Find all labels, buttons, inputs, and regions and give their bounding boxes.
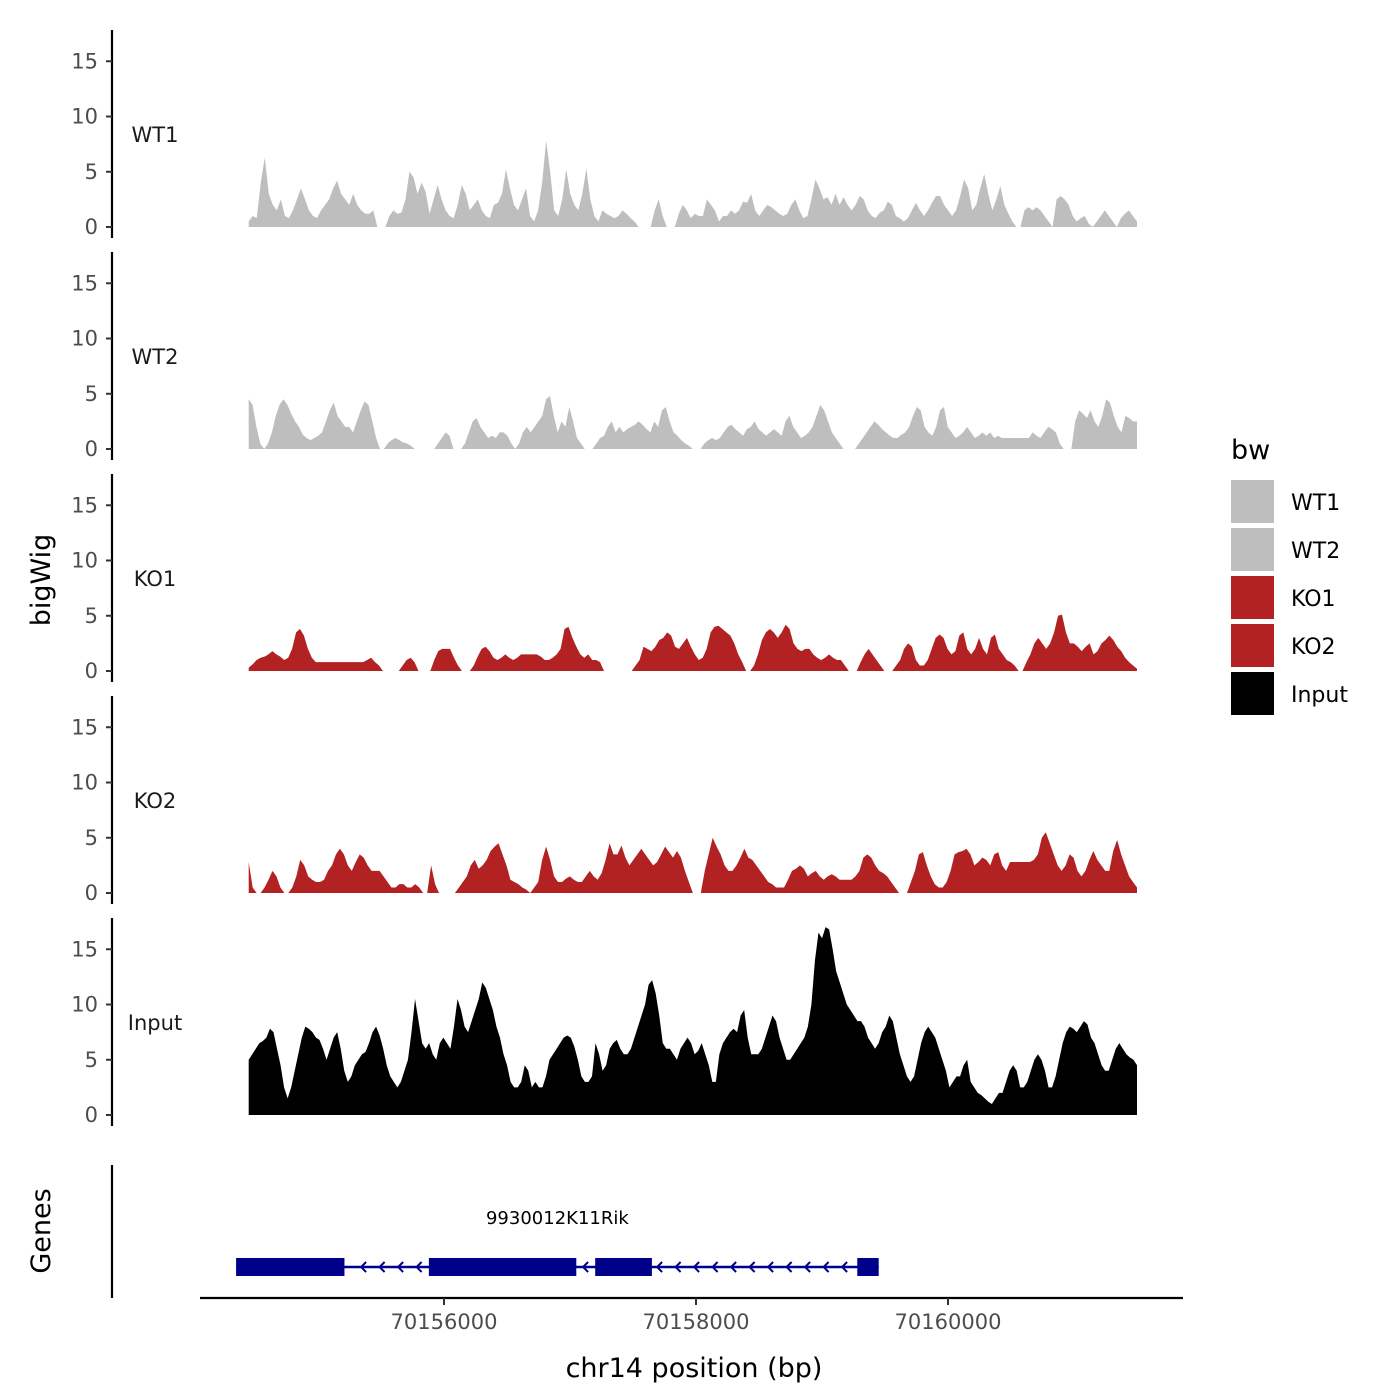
- track-panel-ko1: 0 5 10 15 KO1: [71, 474, 1137, 683]
- legend-label-ko2: KO2: [1291, 635, 1336, 660]
- x-tick-label: 70156000: [391, 1310, 498, 1334]
- y-tick-label: 15: [71, 49, 98, 73]
- y-tick-label: 5: [85, 826, 98, 850]
- y-tick-label: 10: [71, 549, 98, 573]
- coverage-area-wt1: [248, 140, 1137, 227]
- strand-arrow: [415, 1261, 423, 1273]
- y-tick-label: 10: [71, 105, 98, 129]
- legend-key-ko2: [1231, 624, 1274, 667]
- legend-key-wt1: [1231, 480, 1274, 523]
- track-label-ko2: KO2: [134, 789, 177, 813]
- strand-arrow: [655, 1261, 663, 1273]
- track-panels: 0 5 10 15 WT1 0 5 10 15 WT2 0 5 10 15 KO1 0 5 10 15 KO2 0 5 10…: [71, 30, 1137, 1127]
- y-tick-label: 0: [85, 437, 98, 461]
- y-tick-label: 10: [71, 993, 98, 1017]
- legend-label-wt2: WT2: [1291, 539, 1340, 564]
- track-panel-ko2: 0 5 10 15 KO2: [71, 696, 1137, 905]
- x-tick-label: 70158000: [643, 1310, 750, 1334]
- strand-arrow: [359, 1261, 367, 1273]
- y-axis-title: bigWig: [26, 534, 57, 627]
- y-tick-label: 15: [71, 715, 98, 739]
- y-tick-label: 10: [71, 327, 98, 351]
- strand-arrow: [581, 1261, 589, 1273]
- genes-axis-title: Genes: [26, 1188, 57, 1273]
- coverage-area-wt2: [248, 395, 1137, 449]
- legend-label-ko1: KO1: [1291, 587, 1336, 612]
- coverage-area-ko1: [248, 614, 1137, 671]
- legend-key-ko1: [1231, 576, 1274, 619]
- strand-arrow: [378, 1261, 386, 1273]
- strand-arrow: [692, 1261, 700, 1273]
- y-tick-label: 0: [85, 881, 98, 905]
- y-tick-label: 15: [71, 493, 98, 517]
- y-tick-label: 5: [85, 604, 98, 628]
- y-tick-label: 15: [71, 937, 98, 961]
- gene-name-label: 9930012K11Rik: [486, 1208, 629, 1229]
- legend-label-input: Input: [1291, 683, 1348, 708]
- exon-block: [857, 1258, 879, 1276]
- strand-arrow: [803, 1261, 811, 1273]
- strand-arrow: [674, 1261, 682, 1273]
- strand-arrow: [766, 1261, 774, 1273]
- gene-panel: 9930012K11Rik: [110, 1165, 879, 1298]
- track-panel-wt2: 0 5 10 15 WT2: [71, 252, 1137, 461]
- x-tick-label: 70160000: [895, 1310, 1002, 1334]
- exon-block: [428, 1258, 577, 1276]
- legend: bw WT1 WT2 KO1 KO2 Input: [1231, 435, 1348, 715]
- legend-key-input: [1231, 672, 1274, 715]
- strand-arrow: [396, 1261, 404, 1273]
- coverage-area-ko2: [248, 832, 1137, 893]
- track-panel-input: 0 5 10 15 Input: [71, 918, 1137, 1127]
- gene-model: [236, 1258, 879, 1276]
- coverage-area-input: [248, 927, 1137, 1115]
- y-tick-label: 0: [85, 1103, 98, 1127]
- track-label-wt1: WT1: [132, 123, 179, 147]
- y-tick-label: 5: [85, 1048, 98, 1072]
- x-axis-title: chr14 position (bp): [566, 1353, 823, 1384]
- y-tick-label: 0: [85, 659, 98, 683]
- y-tick-label: 15: [71, 271, 98, 295]
- legend-title: bw: [1231, 435, 1270, 466]
- exon-block: [595, 1258, 652, 1276]
- legend-key-wt2: [1231, 528, 1274, 571]
- y-tick-label: 0: [85, 215, 98, 239]
- track-panel-wt1: 0 5 10 15 WT1: [71, 30, 1137, 239]
- strand-arrow: [748, 1261, 756, 1273]
- y-tick-label: 5: [85, 382, 98, 406]
- strand-arrow: [840, 1261, 848, 1273]
- strand-arrow: [822, 1261, 830, 1273]
- strand-arrow: [729, 1261, 737, 1273]
- strand-arrow: [785, 1261, 793, 1273]
- exon-block: [236, 1258, 345, 1276]
- strand-arrow: [711, 1261, 719, 1273]
- y-tick-label: 10: [71, 771, 98, 795]
- x-axis: 70156000 70158000 70160000: [200, 1296, 1183, 1334]
- track-label-input: Input: [128, 1011, 182, 1035]
- y-tick-label: 5: [85, 160, 98, 184]
- track-label-wt2: WT2: [132, 345, 179, 369]
- legend-label-wt1: WT1: [1291, 491, 1340, 516]
- track-label-ko1: KO1: [134, 567, 177, 591]
